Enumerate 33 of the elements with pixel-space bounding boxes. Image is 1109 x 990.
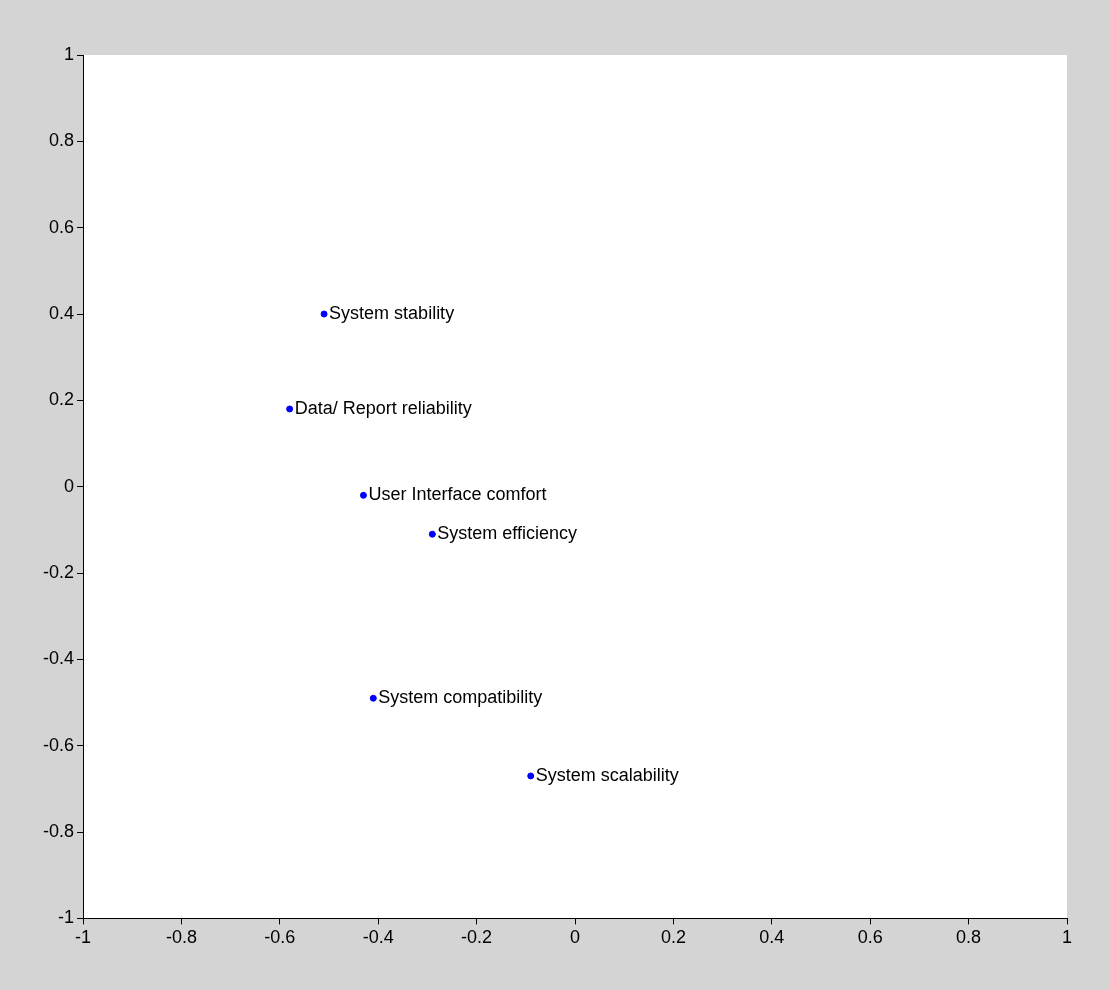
y-tick-label: 0 — [64, 475, 75, 496]
annotation: System efficiency — [437, 523, 578, 544]
y-tick-label: 0.8 — [48, 130, 75, 151]
point — [359, 491, 367, 499]
x-tick-label: -0.6 — [264, 927, 296, 948]
point — [428, 530, 436, 538]
x-tick-label: -0.2 — [461, 927, 493, 948]
x-tick-label: -0.4 — [362, 927, 394, 948]
y-tick-label: -0.4 — [42, 648, 75, 669]
y-tick-label: -1 — [58, 907, 75, 928]
annotation: Data/ Report reliability — [294, 397, 472, 418]
point — [369, 694, 377, 702]
annotation: System scalability — [535, 764, 679, 785]
point — [286, 405, 294, 413]
y-tick-label: 0.4 — [48, 302, 75, 323]
x-tick-label: 1 — [1061, 927, 1073, 948]
x-tick-label: 0.6 — [857, 927, 883, 948]
x-tick-label: 0.8 — [956, 927, 982, 948]
y-tick-label: -0.8 — [42, 821, 75, 842]
y-tick-label: 0.2 — [48, 389, 75, 410]
x-tick-label: 0.4 — [759, 927, 785, 948]
annotation: System compatibility — [378, 687, 543, 708]
y-tick-label: 0.6 — [48, 216, 75, 237]
y-tick-label: -0.6 — [42, 734, 75, 755]
x-tick-label: 0 — [570, 927, 581, 948]
point — [527, 772, 535, 780]
y-tick-label: 1 — [64, 43, 75, 64]
annotation: User Interface comfort — [368, 484, 547, 505]
x-tick-label: 0.2 — [660, 927, 686, 948]
annotation: System stability — [329, 302, 455, 323]
y-tick-label: -0.2 — [42, 562, 75, 583]
x-tick-label: -0.8 — [165, 927, 197, 948]
point — [320, 310, 328, 318]
